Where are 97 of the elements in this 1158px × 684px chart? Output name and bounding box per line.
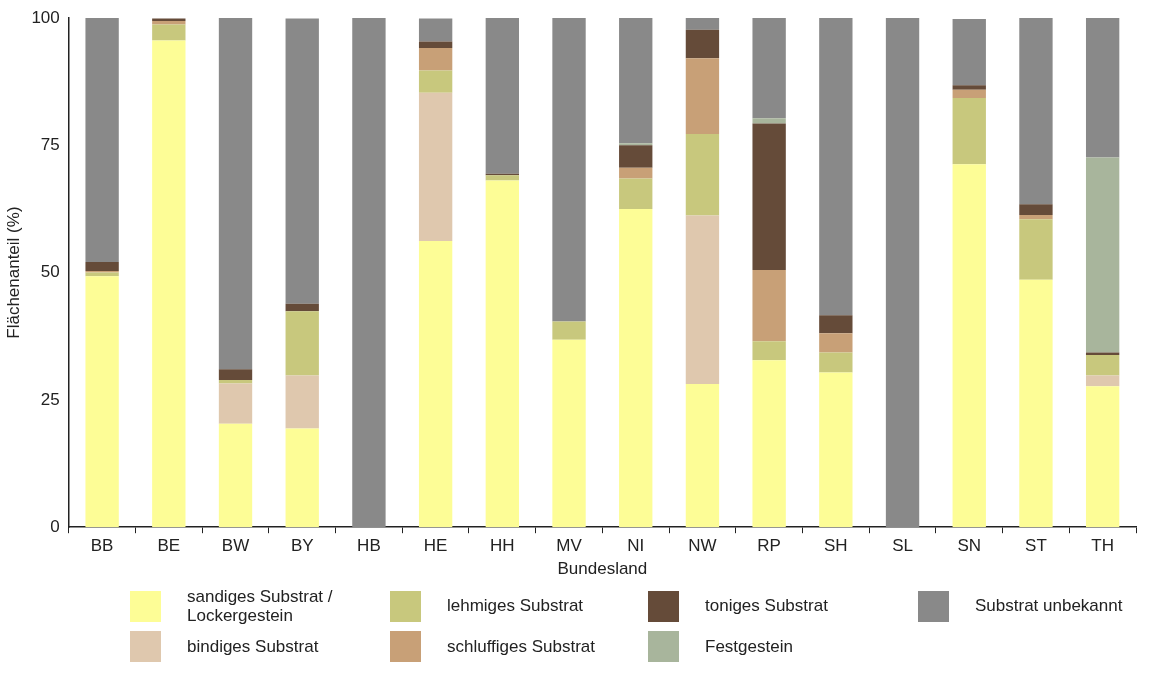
x-tick-label: HB bbox=[357, 536, 381, 556]
bar bbox=[85, 18, 119, 262]
x-tick-label: NW bbox=[688, 536, 717, 556]
legend-label: Festgestein bbox=[705, 636, 793, 657]
legend-label: schluffiges Substrat bbox=[447, 636, 596, 657]
bar bbox=[218, 383, 253, 424]
bar bbox=[1019, 204, 1053, 216]
bar bbox=[819, 333, 853, 353]
bar bbox=[85, 261, 119, 272]
bar bbox=[218, 423, 253, 528]
bar bbox=[752, 270, 786, 342]
bar bbox=[418, 241, 453, 528]
x-tick-label: SH bbox=[824, 536, 848, 556]
bar bbox=[218, 369, 253, 381]
bar bbox=[1019, 219, 1053, 280]
bar bbox=[619, 145, 653, 168]
x-tick-label: HH bbox=[490, 536, 515, 556]
bar bbox=[619, 208, 653, 528]
bar bbox=[819, 352, 853, 373]
y-tick-label: 0 bbox=[50, 516, 60, 536]
bar bbox=[1085, 386, 1120, 528]
bar bbox=[752, 18, 786, 119]
bar bbox=[485, 180, 519, 528]
bar bbox=[685, 134, 720, 216]
bar bbox=[819, 372, 853, 528]
bar bbox=[1019, 215, 1053, 220]
x-tick-label: SL bbox=[892, 536, 913, 556]
bar bbox=[552, 321, 586, 340]
bar bbox=[485, 18, 519, 174]
bar bbox=[552, 18, 586, 322]
bar bbox=[952, 85, 986, 90]
x-tick-label: SN bbox=[957, 536, 982, 556]
bar bbox=[552, 339, 586, 528]
bar bbox=[85, 276, 119, 528]
bar bbox=[485, 175, 519, 181]
bar bbox=[1019, 18, 1053, 205]
bar bbox=[752, 118, 786, 124]
bar bbox=[352, 18, 386, 528]
y-tick-label: 75 bbox=[40, 134, 60, 154]
bar bbox=[418, 92, 453, 242]
bar bbox=[685, 18, 720, 30]
y-tick-label: 25 bbox=[40, 389, 60, 409]
bar bbox=[819, 18, 853, 316]
bar bbox=[418, 70, 453, 93]
bar bbox=[619, 18, 653, 144]
bar bbox=[285, 18, 319, 304]
x-axis-title: Bundesland bbox=[557, 559, 648, 579]
bar bbox=[418, 41, 453, 49]
bar bbox=[285, 311, 319, 376]
bar bbox=[752, 341, 786, 361]
legend-label: Substrat unbekannt bbox=[975, 596, 1123, 617]
x-tick-label: BE bbox=[157, 536, 181, 556]
bar bbox=[152, 24, 186, 41]
bar bbox=[1085, 18, 1120, 158]
bar bbox=[885, 18, 920, 528]
y-tick-label: 50 bbox=[40, 262, 60, 282]
legend-label: sandiges Substrat / Lockergestein bbox=[187, 587, 334, 626]
bar bbox=[1085, 375, 1120, 387]
bar bbox=[685, 384, 720, 528]
x-tick-label: NI bbox=[627, 536, 645, 556]
x-tick-label: MV bbox=[556, 536, 583, 556]
bar bbox=[1085, 355, 1120, 376]
bar bbox=[819, 315, 853, 334]
bar bbox=[952, 97, 986, 165]
legend-label: bindiges Substrat bbox=[187, 636, 319, 657]
x-tick-label: BY bbox=[290, 536, 314, 556]
y-tick-label: 100 bbox=[31, 7, 60, 27]
legend-label: lehmiges Substrat bbox=[447, 596, 584, 617]
bar bbox=[752, 123, 786, 271]
bar bbox=[952, 19, 986, 86]
bar bbox=[285, 428, 319, 528]
x-tick-label: BW bbox=[221, 536, 250, 556]
bar bbox=[952, 164, 986, 528]
bar bbox=[285, 375, 319, 429]
bar bbox=[218, 380, 253, 384]
bar bbox=[285, 303, 319, 312]
bar bbox=[685, 215, 720, 385]
bar bbox=[218, 18, 253, 370]
bar bbox=[619, 143, 653, 146]
bar bbox=[1019, 279, 1053, 528]
bar bbox=[1085, 157, 1120, 353]
bar bbox=[418, 18, 453, 42]
y-axis-title: Flächenanteil (%) bbox=[3, 206, 23, 339]
bar bbox=[152, 40, 186, 528]
x-tick-label: ST bbox=[1025, 536, 1047, 556]
bar bbox=[619, 167, 653, 179]
x-tick-label: HE bbox=[423, 536, 448, 556]
bar bbox=[418, 48, 453, 71]
bar bbox=[685, 58, 720, 135]
legend-label: toniges Substrat bbox=[705, 596, 828, 617]
bar bbox=[952, 89, 986, 98]
x-tick-label: TH bbox=[1091, 536, 1114, 556]
bar bbox=[619, 178, 653, 209]
x-tick-label: RP bbox=[757, 536, 781, 556]
x-tick-label: BB bbox=[90, 536, 114, 556]
bar bbox=[685, 29, 720, 59]
bar bbox=[752, 360, 786, 528]
